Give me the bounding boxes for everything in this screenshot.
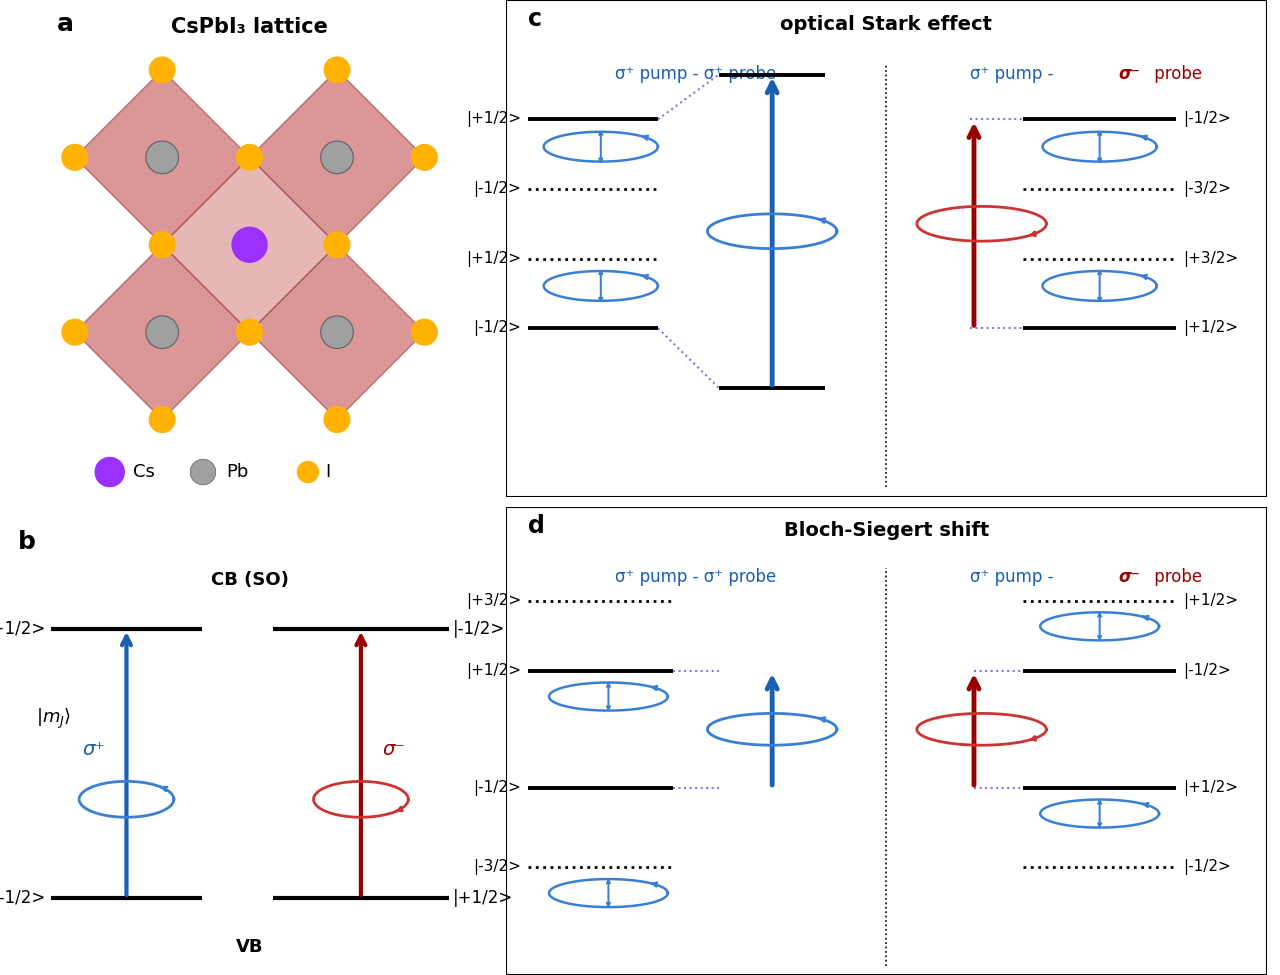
Text: σ⁺ pump - σ⁺ probe: σ⁺ pump - σ⁺ probe: [616, 64, 777, 83]
Text: |-1/2>: |-1/2>: [474, 320, 521, 336]
Circle shape: [61, 320, 87, 345]
Circle shape: [237, 144, 262, 171]
Text: |+3/2>: |+3/2>: [466, 593, 521, 608]
Circle shape: [321, 141, 353, 174]
Text: σ⁻: σ⁻: [1119, 567, 1140, 586]
Circle shape: [321, 316, 353, 348]
Text: |-1/2>: |-1/2>: [1184, 111, 1231, 128]
Text: |+1/2>: |+1/2>: [466, 111, 521, 128]
Polygon shape: [163, 157, 337, 332]
Circle shape: [232, 227, 268, 262]
Circle shape: [412, 144, 438, 171]
Text: |+1/2>: |+1/2>: [0, 620, 46, 638]
Circle shape: [297, 461, 319, 483]
Text: σ⁺ pump -: σ⁺ pump -: [970, 567, 1059, 586]
Circle shape: [324, 232, 349, 257]
Text: CB (SO): CB (SO): [211, 570, 288, 589]
Polygon shape: [250, 70, 425, 245]
Text: |+1/2>: |+1/2>: [466, 251, 521, 266]
Text: σ⁺: σ⁺: [82, 740, 105, 760]
Circle shape: [412, 320, 438, 345]
Text: |+1/2>: |+1/2>: [453, 889, 513, 907]
Text: |+3/2>: |+3/2>: [1184, 251, 1239, 266]
Circle shape: [237, 320, 262, 345]
Text: VB: VB: [236, 938, 264, 956]
Text: Bloch-Siegert shift: Bloch-Siegert shift: [783, 521, 989, 540]
Text: d: d: [529, 514, 545, 538]
Circle shape: [191, 459, 216, 485]
Text: σ⁻: σ⁻: [1119, 64, 1140, 83]
Text: |-3/2>: |-3/2>: [1184, 181, 1231, 197]
Text: |-1/2>: |-1/2>: [474, 780, 521, 796]
Text: $|m_J\rangle$: $|m_J\rangle$: [37, 707, 72, 730]
Circle shape: [61, 144, 87, 171]
Text: |-1/2>: |-1/2>: [453, 620, 506, 638]
Text: probe: probe: [1149, 567, 1202, 586]
Text: |-1/2>: |-1/2>: [1184, 663, 1231, 679]
Circle shape: [146, 141, 178, 174]
Circle shape: [324, 58, 349, 83]
Text: I: I: [325, 463, 330, 481]
Circle shape: [95, 457, 124, 487]
Text: optical Stark effect: optical Stark effect: [781, 15, 992, 34]
Text: probe: probe: [1149, 64, 1202, 83]
Text: c: c: [529, 8, 543, 31]
Text: |+1/2>: |+1/2>: [1184, 780, 1239, 796]
Circle shape: [150, 58, 175, 83]
Text: CsPbI₃ lattice: CsPbI₃ lattice: [172, 18, 328, 37]
Text: |+1/2>: |+1/2>: [466, 663, 521, 679]
Text: b: b: [18, 530, 36, 554]
Circle shape: [324, 407, 349, 432]
Circle shape: [150, 407, 175, 432]
Text: |-1/2>: |-1/2>: [0, 889, 46, 907]
Text: |+1/2>: |+1/2>: [1184, 320, 1239, 336]
Text: |-1/2>: |-1/2>: [474, 181, 521, 197]
Polygon shape: [250, 245, 425, 419]
Text: σ⁺ pump -: σ⁺ pump -: [970, 64, 1059, 83]
Text: Cs: Cs: [133, 463, 155, 481]
Circle shape: [146, 316, 178, 348]
Text: Pb: Pb: [227, 463, 248, 481]
Text: |-3/2>: |-3/2>: [472, 859, 521, 876]
Text: σ⁻: σ⁻: [383, 740, 406, 760]
Polygon shape: [74, 245, 250, 419]
Text: |+1/2>: |+1/2>: [1184, 593, 1239, 608]
Text: |-1/2>: |-1/2>: [1184, 859, 1231, 876]
Text: a: a: [58, 12, 74, 36]
Polygon shape: [74, 70, 250, 245]
Text: σ⁺ pump - σ⁺ probe: σ⁺ pump - σ⁺ probe: [616, 567, 777, 586]
Circle shape: [150, 232, 175, 257]
